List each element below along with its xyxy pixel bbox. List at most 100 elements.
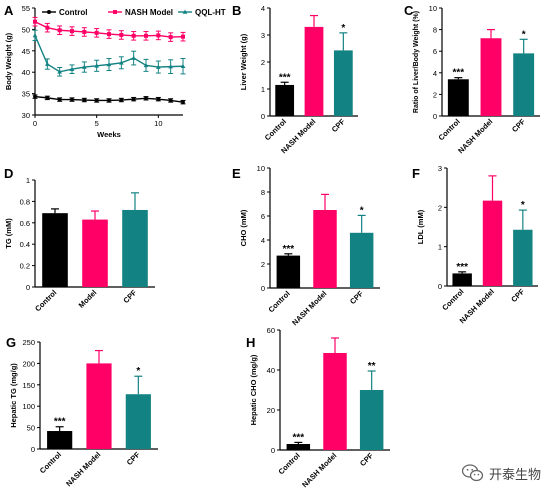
data-point [70, 97, 74, 102]
panel-g-letter: G [6, 335, 16, 350]
panel-c-y-tick-label: 0 [433, 112, 437, 121]
bar [513, 53, 535, 116]
significance-label: *** [292, 432, 304, 443]
significance-label: *** [54, 417, 66, 428]
panel-d-y-tick-label: 0.8 [20, 197, 30, 206]
panel-e-y-tick-label: 2 [261, 260, 265, 269]
data-point [131, 33, 136, 38]
panel-b-y-label: Liver Weight (g) [239, 33, 248, 90]
data-point [107, 98, 111, 103]
legend-marker [182, 9, 188, 14]
data-point [168, 35, 173, 40]
significance-label: *** [456, 262, 468, 273]
panel-g: 0 50 100 150 200 250 Hepatic TG (mg/g) *** Contr… [6, 335, 158, 488]
bar [286, 444, 311, 450]
significance-label: * [360, 205, 364, 216]
significance-label: * [136, 366, 140, 377]
category-label: CPF [358, 451, 375, 468]
data-point [119, 60, 124, 65]
category-label: Control [440, 287, 465, 312]
panel-g-y-tick-label: 150 [22, 381, 35, 390]
category-label: Control [437, 117, 462, 142]
significance-label: *** [279, 72, 291, 83]
category-label: Control [263, 117, 288, 142]
panel-e-letter: E [232, 166, 241, 181]
panel-b-y-tick-label: 0 [261, 112, 265, 121]
category-label: NASH Model [64, 450, 102, 488]
data-point [168, 98, 173, 103]
panel-g-y-tick-label: 50 [27, 424, 35, 433]
category-label: Model [77, 288, 99, 310]
panel-a-y-tick-label: 35 [22, 90, 30, 99]
data-point [106, 62, 112, 67]
panel-a-y-tick-label: 45 [22, 47, 30, 56]
data-point [45, 61, 50, 66]
panel-f-y-tick-label: 2 [438, 203, 442, 212]
bar [513, 229, 533, 286]
data-point [144, 33, 148, 38]
category-label: Control [277, 451, 302, 476]
bar [276, 255, 301, 288]
data-point [82, 29, 87, 34]
significance-label: * [522, 29, 526, 40]
legend-label: Control [59, 8, 87, 17]
panel-h-y-tick-label: 20 [267, 406, 275, 415]
data-point [143, 62, 149, 68]
data-point [131, 55, 136, 60]
bar [47, 431, 73, 449]
panel-b-y-tick-label: 2 [261, 58, 265, 67]
data-point [45, 25, 50, 30]
significance-label: * [341, 23, 345, 34]
category-label: CPF [330, 117, 347, 134]
panel-g-y-tick-label: 100 [22, 402, 35, 411]
panel-e-y-tick-label: 10 [257, 164, 265, 173]
panel-b-letter: B [232, 3, 241, 18]
data-point [156, 97, 161, 102]
watermark-text: 开泰生物 [489, 467, 542, 483]
category-label: Control [267, 289, 292, 314]
panel-c-y-tick-label: 4 [433, 69, 437, 78]
panel-a-x-tick-label: 0 [33, 119, 37, 128]
panel-d-letter: D [4, 166, 13, 181]
significance-label: *** [282, 244, 294, 255]
data-point [94, 63, 99, 68]
panel-d-y-tick-label: 1 [26, 176, 30, 185]
panel-e-y-tick-label: 0 [261, 284, 265, 293]
panel-e-y-tick-label: 6 [261, 212, 265, 221]
panel-h-y-tick-label: 60 [267, 326, 275, 335]
bar [447, 79, 469, 116]
category-label: CPF [510, 117, 527, 134]
panel-d-y-tick-label: 0.2 [20, 262, 30, 271]
category-label: CPF [509, 287, 526, 304]
bar [122, 209, 148, 287]
panel-b-y-tick-label: 3 [261, 31, 265, 40]
data-point [82, 64, 87, 69]
panel-a-x-tick-label: 10 [154, 119, 162, 128]
bar [323, 353, 347, 450]
data-point [180, 63, 186, 69]
bar [82, 219, 108, 287]
panel-e-y-tick-label: 8 [261, 188, 265, 197]
panel-c-y-tick-label: 2 [433, 90, 437, 99]
panel-f-y-label: LDL (mM) [416, 209, 425, 244]
bar [313, 210, 337, 288]
data-point [181, 100, 185, 105]
data-point [94, 30, 99, 35]
panel-a-y-tick-label: 40 [22, 68, 30, 77]
data-point [94, 98, 99, 103]
data-point [57, 69, 62, 74]
panel-b-y-tick-label: 4 [261, 4, 265, 13]
data-point [107, 32, 111, 37]
legend-label: NASH Model [125, 8, 173, 17]
bar [304, 26, 324, 116]
bar [480, 38, 502, 116]
watermark: 开泰生物 [462, 460, 554, 486]
panel-a-y-tick-label: 30 [22, 111, 30, 120]
panel-d-y-label: TG (mM) [4, 218, 13, 249]
panel-a-y-tick-label: 55 [22, 4, 30, 13]
data-point [156, 33, 161, 38]
panel-a-letter: A [4, 3, 14, 18]
